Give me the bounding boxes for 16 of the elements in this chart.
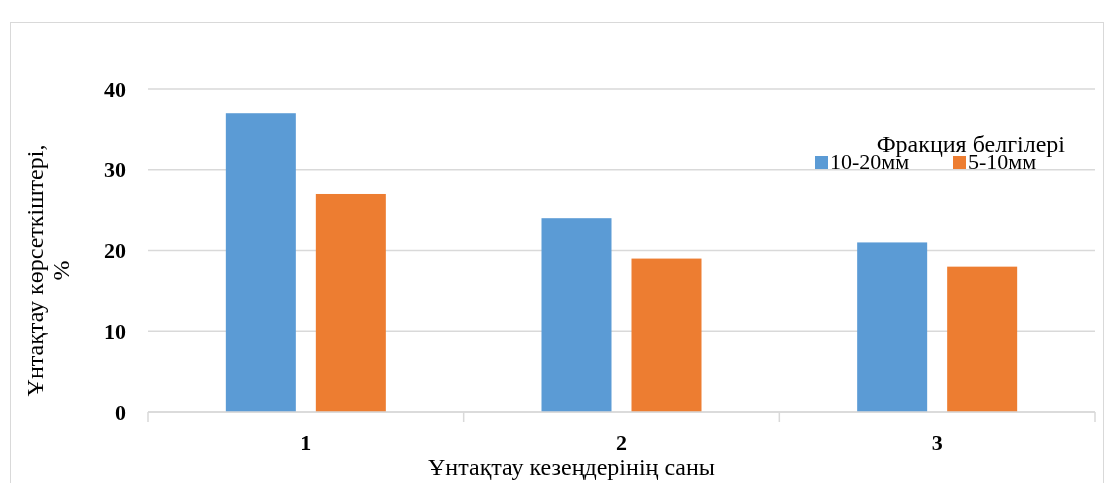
bar bbox=[225, 113, 296, 412]
bar bbox=[631, 258, 702, 412]
bar bbox=[541, 218, 612, 412]
y-axis-title: Ұнтақтау көрсеткіштері, % bbox=[22, 144, 74, 397]
y-tick-label: 30 bbox=[104, 157, 126, 183]
y-tick-label: 40 bbox=[104, 76, 126, 102]
y-tick-label: 20 bbox=[104, 238, 126, 264]
x-axis-title: Ұнтақтау кезеңдерінің саны bbox=[428, 454, 715, 480]
bar bbox=[857, 242, 928, 412]
bar bbox=[315, 193, 386, 412]
bar bbox=[947, 266, 1018, 412]
x-tick-label: 1 bbox=[300, 430, 312, 455]
y-tick-label: 0 bbox=[115, 399, 126, 425]
x-tick-label: 3 bbox=[931, 430, 943, 455]
x-tick-label: 2 bbox=[616, 430, 627, 455]
y-tick-label: 10 bbox=[104, 318, 126, 344]
